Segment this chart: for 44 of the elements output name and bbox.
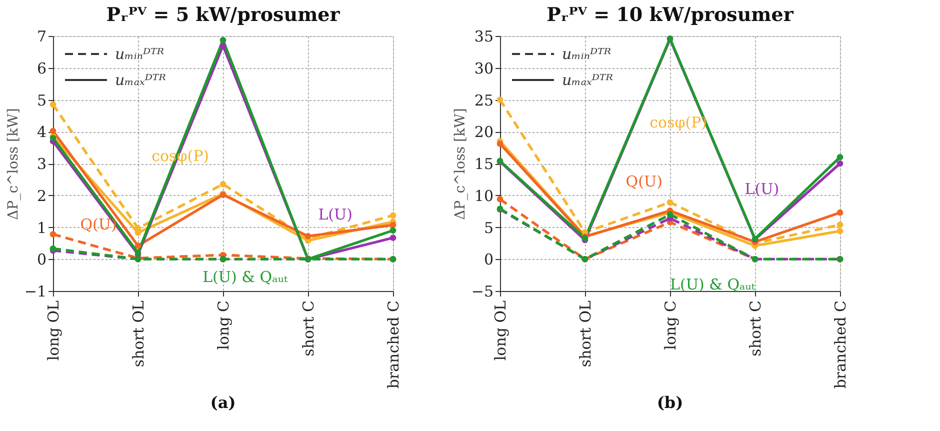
annotation: Q(U) — [626, 172, 662, 190]
y-tick-label: 5 — [36, 91, 46, 110]
annotation: L(U) — [318, 206, 353, 224]
annotation: Q(U) — [80, 216, 117, 234]
y-axis-title: ΔP_c^loss [kW] — [452, 108, 468, 220]
annotation: uₘₐₓᴰᵀᴿ — [115, 71, 166, 89]
text: (b) — [656, 393, 684, 412]
x-tick-label: branched C — [384, 300, 402, 389]
y-tick-label: 25 — [474, 91, 494, 110]
x-tick-label: short C — [300, 300, 318, 356]
y-tick-label: 20 — [474, 123, 494, 142]
x-tick-label: long C — [214, 300, 232, 350]
y-tick-label: 3 — [36, 155, 46, 173]
chart-title: Pᵣᴾⱽ = 10 kW/prosumer — [546, 4, 794, 26]
annotation: L(U) & Qₐᵤₜ — [670, 276, 756, 294]
y-tick-label: 5 — [484, 218, 494, 237]
y-tick-label: 2 — [36, 186, 46, 205]
y-tick-label: 10 — [474, 186, 494, 205]
annotation: uₘₐₓᴰᵀᴿ — [562, 71, 613, 89]
y-tick-label: 4 — [36, 123, 46, 142]
y-tick-label: −1 — [24, 282, 46, 300]
y-tick-label: 35 — [474, 28, 494, 46]
x-tick-label: branched C — [832, 300, 850, 389]
x-tick-label: long C — [662, 300, 680, 350]
y-tick-label: 0 — [36, 250, 46, 269]
x-tick-label: long OL — [492, 300, 510, 361]
y-tick-label: −5 — [471, 282, 494, 300]
y-tick-label: 6 — [36, 59, 46, 78]
x-tick-label: short OL — [576, 300, 594, 368]
x-tick-label: short OL — [130, 300, 148, 368]
y-tick-label: 30 — [474, 59, 494, 78]
x-tick-label: long OL — [44, 300, 62, 361]
x-tick-label: short C — [746, 300, 764, 356]
chart-title: Pᵣᴾⱽ = 5 kW/prosumer — [106, 4, 341, 26]
annotation: uₘᵢₙᴰᵀᴿ — [115, 45, 164, 63]
y-tick-label: 1 — [36, 218, 46, 237]
text: (a) — [210, 393, 236, 412]
y-tick-label: 15 — [474, 155, 494, 173]
annotation: L(U) & Qₐᵤₜ — [202, 268, 288, 286]
y-axis-title: ΔP_c^loss [kW] — [5, 108, 22, 220]
y-tick-label: 0 — [484, 250, 494, 269]
annotation: uₘᵢₙᴰᵀᴿ — [562, 45, 611, 63]
y-tick-label: 7 — [36, 28, 46, 46]
annotation: L(U) — [744, 180, 780, 198]
